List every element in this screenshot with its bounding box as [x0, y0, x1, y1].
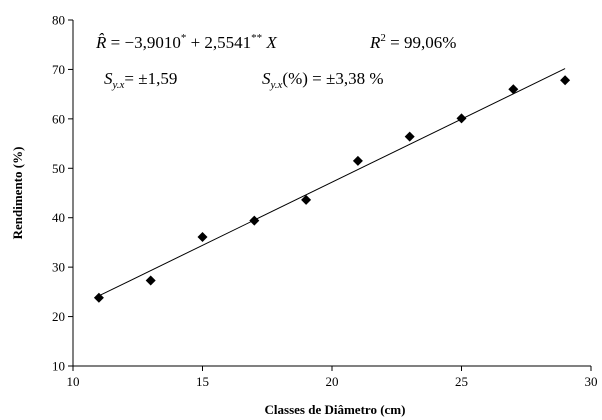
- regression-equation: R̂ = −3,9010* + 2,5541** X: [95, 32, 277, 52]
- x-tick-label: 20: [326, 374, 339, 389]
- data-point: [249, 215, 260, 226]
- y-tick-label: 40: [52, 210, 65, 225]
- x-axis-title: Classes de Diâmetro (cm): [265, 402, 406, 417]
- data-points: [93, 75, 571, 303]
- y-tick-label: 80: [52, 13, 65, 28]
- y-axis-ticks: 10 20 30 40 50 60 70 80: [52, 13, 73, 374]
- y-tick-label: 50: [52, 161, 65, 176]
- data-point: [404, 131, 415, 142]
- y-tick-label: 20: [52, 309, 65, 324]
- trendline: [98, 68, 566, 297]
- y-tick-label: 60: [52, 111, 65, 126]
- data-point: [301, 194, 312, 205]
- x-tick-label: 10: [67, 374, 80, 389]
- standard-error-percent-label: Sy.x(%) = ±3,38 %: [262, 69, 383, 91]
- standard-error-label: Sy.x= ±1,59: [104, 69, 177, 91]
- data-point: [456, 113, 467, 124]
- data-point: [93, 292, 104, 303]
- y-axis-title: Rendimento (%): [10, 147, 25, 240]
- x-tick-label: 15: [196, 374, 209, 389]
- x-tick-label: 25: [455, 374, 468, 389]
- y-tick-label: 10: [52, 359, 65, 374]
- x-axis-ticks: 10 15 20 25 30: [67, 366, 598, 389]
- y-tick-label: 30: [52, 260, 65, 275]
- r-squared-label: R2 = 99,06%: [369, 32, 456, 52]
- data-point: [197, 231, 208, 242]
- data-point: [508, 84, 519, 95]
- plot-area: 10 15 20 25 30 10 20 30 40 50 60 70 80: [52, 13, 598, 390]
- y-tick-label: 70: [52, 62, 65, 77]
- data-point: [145, 275, 156, 286]
- data-point: [560, 75, 571, 86]
- data-point: [352, 155, 363, 166]
- x-tick-label: 30: [585, 374, 598, 389]
- regression-annotations: R̂ = −3,9010* + 2,5541** X R2 = 99,06% S…: [95, 32, 456, 91]
